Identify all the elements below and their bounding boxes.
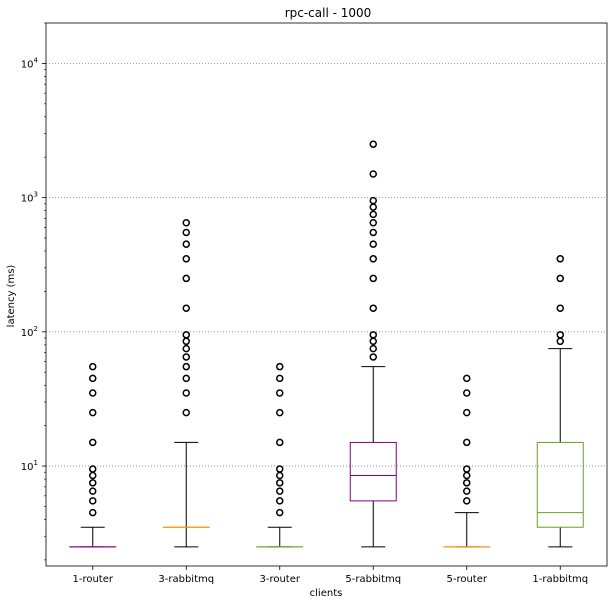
y-tick-exponent: 4 — [34, 56, 39, 64]
y-tick-exponent: 3 — [34, 191, 38, 199]
outlier-point — [369, 353, 377, 361]
outlier-point — [369, 255, 377, 263]
y-tick-base: 10 — [21, 194, 34, 205]
outlier-point — [463, 465, 471, 473]
outlier-point — [369, 170, 377, 178]
outlier-point — [182, 362, 190, 371]
outlier-point — [89, 408, 97, 417]
outlier-point — [182, 255, 190, 263]
outlier-point — [276, 438, 284, 447]
x-tick-label: 1-rabbitmq — [532, 574, 588, 585]
y-tick-label: 102 — [21, 325, 38, 339]
outlier-point — [182, 331, 190, 339]
outlier-point — [89, 438, 97, 447]
outlier-point — [276, 479, 284, 487]
box-5-rabbitmq — [349, 140, 397, 548]
outlier-point — [182, 304, 190, 312]
outlier-point — [182, 344, 190, 353]
outlier-point — [276, 508, 284, 517]
outlier-point — [463, 479, 471, 487]
outlier-point — [89, 362, 97, 371]
outlier-point — [556, 337, 564, 346]
outlier-point — [89, 471, 97, 480]
box-series — [69, 140, 584, 548]
y-tick-label: 104 — [21, 56, 39, 70]
outlier-point — [369, 337, 377, 346]
outlier-point — [276, 389, 284, 397]
outlier-point — [463, 374, 471, 383]
box-3-router — [256, 362, 304, 548]
outlier-point — [182, 374, 190, 383]
outlier-point — [276, 465, 284, 473]
outlier-point — [276, 362, 284, 371]
outlier-point — [89, 479, 97, 487]
outlier-point — [182, 240, 190, 248]
outlier-point — [276, 487, 284, 495]
outlier-point — [182, 408, 190, 417]
outlier-point — [463, 389, 471, 397]
y-tick-label: 101 — [21, 459, 38, 473]
outlier-point — [369, 218, 377, 227]
outlier-point — [463, 471, 471, 480]
outlier-point — [276, 408, 284, 417]
outlier-point — [89, 487, 97, 495]
outlier-point — [182, 274, 190, 283]
outlier-point — [556, 255, 564, 263]
iqr-box — [349, 441, 397, 502]
outlier-point — [556, 304, 564, 312]
outlier-point — [276, 374, 284, 383]
chart-title: rpc-call - 1000 — [285, 6, 372, 20]
outlier-point — [89, 465, 97, 473]
outlier-point — [182, 337, 190, 346]
box-5-router — [443, 374, 491, 548]
box-1-router — [69, 362, 117, 548]
outlier-point — [369, 274, 377, 283]
y-tick-exponent: 1 — [34, 459, 38, 467]
outlier-point — [182, 353, 190, 361]
outlier-point — [556, 274, 564, 283]
outlier-point — [369, 203, 377, 211]
outlier-point — [369, 140, 377, 148]
y-axis-label: latency (ms) — [6, 265, 17, 328]
outlier-point — [369, 331, 377, 339]
box-1-rabbitmq — [536, 255, 584, 548]
plot-frame — [45, 22, 608, 567]
x-tick-label: 1-router — [72, 574, 113, 585]
outlier-point — [369, 196, 377, 205]
outlier-point — [369, 344, 377, 353]
outlier-point — [369, 228, 377, 237]
outlier-point — [89, 389, 97, 397]
y-tick-base: 10 — [21, 59, 34, 70]
outlier-point — [89, 508, 97, 517]
outlier-point — [89, 374, 97, 383]
y-tick-base: 10 — [21, 328, 34, 339]
y-tick-label: 103 — [21, 191, 38, 205]
outlier-point — [89, 497, 97, 505]
x-tick-label: 3-rabbitmq — [158, 574, 214, 585]
outlier-point — [369, 210, 377, 219]
outlier-point — [463, 487, 471, 495]
outlier-point — [276, 471, 284, 480]
outlier-point — [276, 497, 284, 505]
outlier-point — [369, 304, 377, 312]
outlier-point — [463, 438, 471, 447]
outlier-point — [182, 228, 190, 237]
outlier-point — [369, 240, 377, 248]
outlier-point — [556, 331, 564, 339]
y-tick-exponent: 2 — [34, 325, 38, 333]
x-axis-label: clients — [310, 588, 343, 599]
x-tick-label: 5-rabbitmq — [345, 574, 401, 585]
outlier-point — [463, 408, 471, 417]
grid-lines — [46, 63, 607, 467]
iqr-box — [536, 441, 584, 528]
x-tick-label: 5-router — [446, 574, 487, 585]
box-3-rabbitmq — [162, 218, 210, 548]
outlier-point — [182, 218, 190, 227]
outlier-point — [463, 497, 471, 505]
y-tick-base: 10 — [21, 462, 34, 473]
outlier-point — [182, 389, 190, 397]
x-tick-label: 3-router — [259, 574, 300, 585]
